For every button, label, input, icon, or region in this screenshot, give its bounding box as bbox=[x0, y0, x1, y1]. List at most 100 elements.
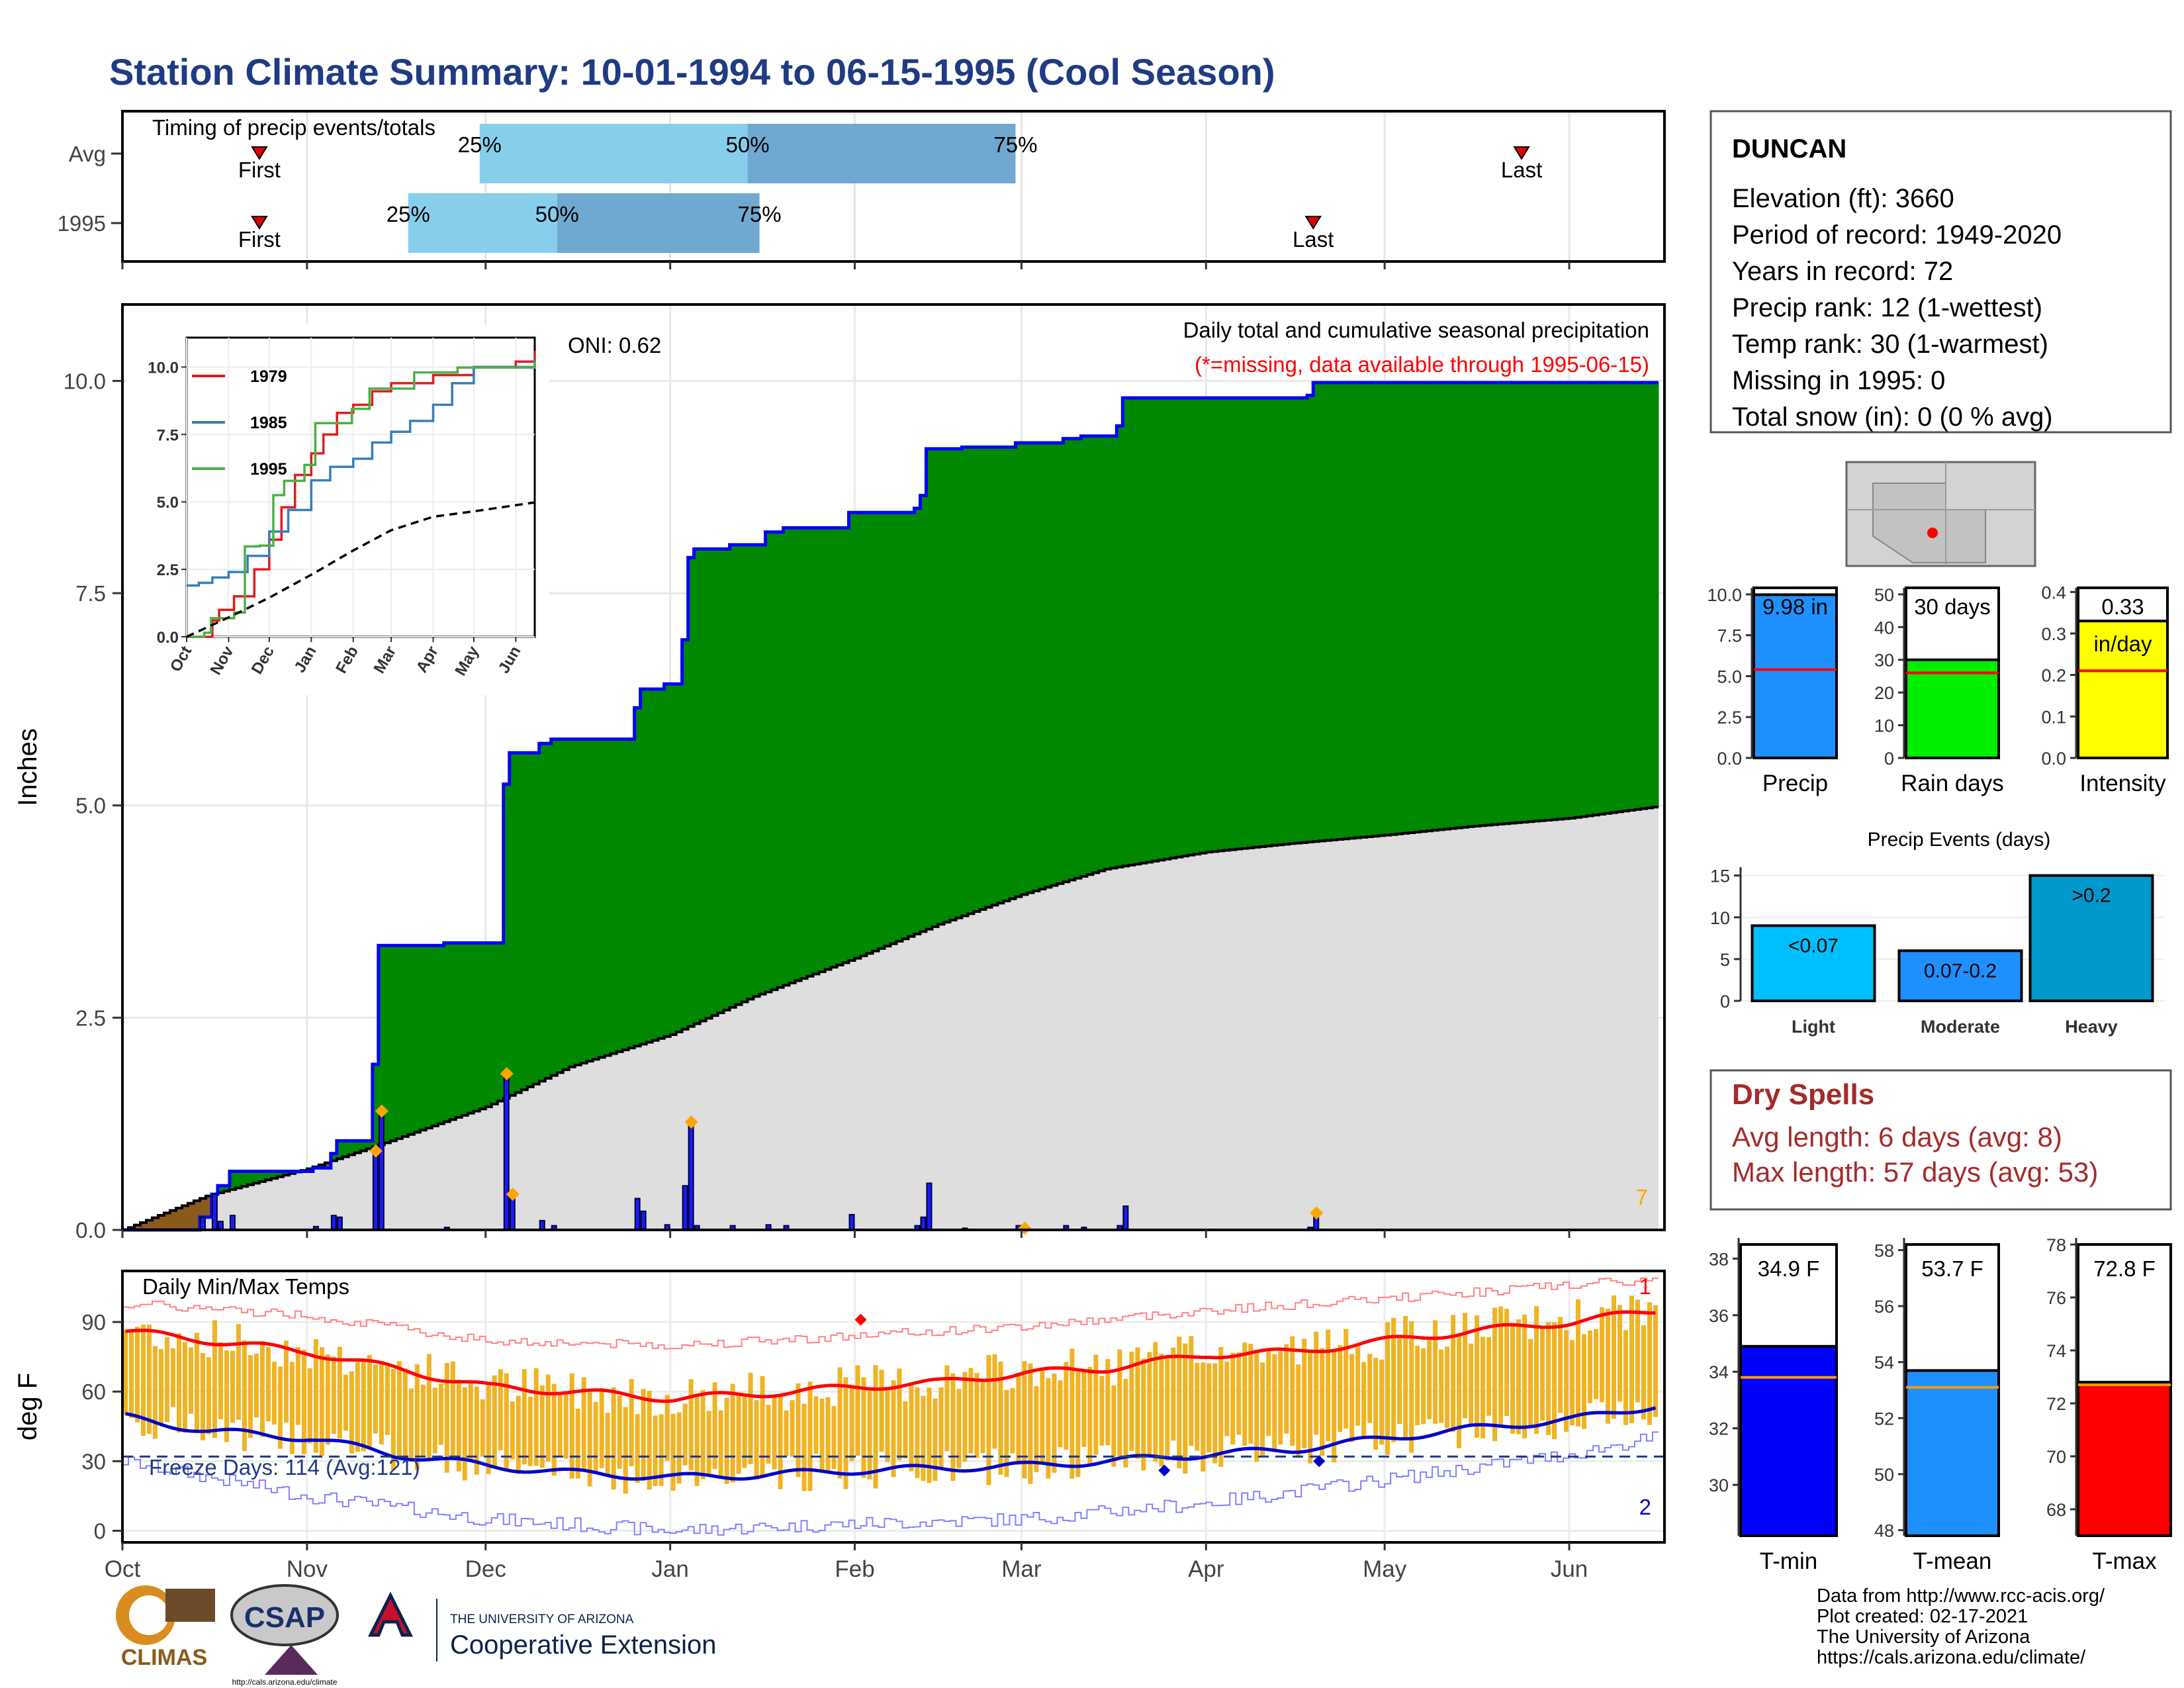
daily-temp-bar bbox=[1326, 1329, 1331, 1442]
summary-ytick-label: 0 bbox=[1884, 749, 1894, 769]
corner-count: 7 bbox=[1636, 1185, 1648, 1209]
daily-temp-bar bbox=[1129, 1351, 1134, 1451]
temp-summary-value: 53.7 F bbox=[1921, 1256, 1983, 1281]
daily-temp-bar bbox=[1338, 1345, 1343, 1432]
daily-temp-bar bbox=[1075, 1371, 1081, 1477]
daily-temp-bar bbox=[462, 1387, 467, 1481]
daily-temp-bar bbox=[152, 1346, 158, 1439]
daily-temp-bar bbox=[390, 1368, 396, 1470]
daily-temp-bar bbox=[1236, 1352, 1242, 1435]
daily-temp-bar bbox=[1528, 1338, 1533, 1428]
daily-temp-bar bbox=[1254, 1350, 1259, 1462]
daily-temp-bar bbox=[1379, 1359, 1385, 1445]
dry-max-line: Max length: 57 days (avg: 53) bbox=[1732, 1156, 2098, 1188]
daily-temp-bar bbox=[539, 1385, 545, 1468]
summary-ytick-label: 2.5 bbox=[1717, 708, 1742, 727]
daily-temp-bar bbox=[796, 1383, 801, 1477]
daily-temp-bar bbox=[1588, 1330, 1593, 1403]
timing-p25-label: 25% bbox=[458, 132, 502, 157]
daily-temp-bar bbox=[474, 1386, 479, 1475]
events-ytick-label: 10 bbox=[1710, 908, 1730, 928]
events-bar-heavy bbox=[2028, 874, 2154, 1002]
daily-temp-bar bbox=[1457, 1334, 1462, 1448]
daily-temp-bar bbox=[813, 1396, 819, 1454]
daily-temp-bar bbox=[962, 1372, 968, 1462]
daily-temp-bar bbox=[986, 1354, 991, 1485]
daily-temp-bar bbox=[933, 1398, 938, 1481]
daily-temp-bar bbox=[1314, 1331, 1319, 1435]
daily-temp-bar bbox=[1641, 1325, 1647, 1420]
temp-summary-ytick-label: 52 bbox=[1874, 1409, 1894, 1429]
inset-legend-label: 1979 bbox=[250, 367, 287, 386]
temp-summary-label: T-mean bbox=[1913, 1548, 1992, 1574]
daily-temp-bar bbox=[897, 1368, 902, 1460]
events-bar-label: <0.07 bbox=[1788, 935, 1839, 957]
daily-temp-bar bbox=[861, 1377, 866, 1478]
daily-temp-bar bbox=[295, 1347, 300, 1425]
daily-temp-bar bbox=[1093, 1354, 1099, 1455]
daily-temp-bar bbox=[1159, 1354, 1164, 1467]
record-max-line bbox=[122, 1277, 1659, 1350]
daily-temp-bar bbox=[909, 1383, 914, 1472]
daily-temp-bar bbox=[885, 1389, 890, 1462]
credit-line: Plot created: 02-17-2021 bbox=[1817, 1606, 2028, 1627]
timing-marker bbox=[1304, 216, 1322, 230]
daily-temp-bar bbox=[1534, 1306, 1539, 1434]
temp-summary-ytick-label: 34 bbox=[1709, 1362, 1729, 1382]
timing-marker bbox=[251, 146, 268, 160]
timing-p75-label: 75% bbox=[993, 132, 1037, 157]
daily-temp-bar bbox=[271, 1361, 277, 1425]
daily-temp-bar bbox=[676, 1412, 682, 1484]
summary-value-label: 9.98 in bbox=[1762, 594, 1828, 619]
daily-temp-bar bbox=[1373, 1358, 1379, 1450]
temp-extreme-marker bbox=[854, 1313, 867, 1326]
normal-min-line bbox=[125, 1406, 1657, 1481]
daily-precip-bar bbox=[688, 1123, 694, 1231]
daily-temp-bar bbox=[265, 1347, 271, 1422]
daily-temp-bar bbox=[200, 1352, 205, 1440]
record-marker bbox=[684, 1115, 698, 1129]
daily-temp-bar bbox=[801, 1403, 807, 1491]
cumulative-line bbox=[122, 381, 1659, 1232]
daily-temp-bar bbox=[837, 1367, 842, 1479]
temp-summary-ytick-label: 76 bbox=[2046, 1288, 2066, 1308]
daily-temp-bar bbox=[1594, 1329, 1599, 1399]
missing-note: (*=missing, data available through 1995-… bbox=[1195, 352, 1649, 377]
temp-summary-bar-t-min bbox=[1739, 1344, 1838, 1537]
summary-ytick-label: 5.0 bbox=[1717, 667, 1742, 686]
daily-temp-bar bbox=[408, 1388, 414, 1462]
station-line: Years in record: 72 bbox=[1732, 257, 1953, 286]
daily-temp-bar bbox=[1052, 1373, 1057, 1473]
temp-ytick-label: 0 bbox=[94, 1519, 106, 1543]
daily-temp-bar bbox=[1582, 1334, 1587, 1429]
daily-temp-bar bbox=[545, 1374, 551, 1462]
timing-row-label: Avg bbox=[69, 142, 106, 166]
daily-temp-bar bbox=[242, 1340, 247, 1452]
temp-extreme-marker bbox=[1158, 1464, 1171, 1477]
timing-first_label: First bbox=[238, 158, 281, 182]
daily-temp-bar bbox=[605, 1413, 610, 1476]
daily-temp-bar bbox=[855, 1365, 860, 1456]
daily-temp-bar bbox=[1576, 1299, 1581, 1427]
daily-temp-bar bbox=[1647, 1302, 1653, 1425]
daily-temp-bar bbox=[1117, 1349, 1122, 1458]
temp-summary-label: T-min bbox=[1760, 1548, 1818, 1574]
daily-precip-bar bbox=[378, 1110, 385, 1231]
daily-temp-bar bbox=[569, 1373, 574, 1479]
daily-temp-bar bbox=[259, 1340, 265, 1437]
daily-temp-bar bbox=[1606, 1308, 1611, 1424]
daily-temp-bar bbox=[1570, 1340, 1575, 1426]
daily-temp-bar bbox=[843, 1377, 848, 1489]
daily-precip-bar bbox=[640, 1210, 647, 1231]
daily-temp-bar bbox=[807, 1382, 813, 1491]
temperature-panel: 0 30 60 90 Oct Nov Dec Jan Feb Mar Apr May Jun deg F D… bbox=[13, 1270, 1666, 1582]
daily-temp-bar bbox=[510, 1401, 515, 1460]
climas-logo-block bbox=[165, 1589, 215, 1622]
daily-temp-bar bbox=[1617, 1305, 1623, 1402]
daily-temp-bar bbox=[206, 1357, 211, 1434]
station-line: Period of record: 1949-2020 bbox=[1732, 220, 2062, 250]
daily-temp-bar bbox=[277, 1366, 283, 1449]
daily-temp-bar bbox=[1069, 1348, 1075, 1479]
daily-temp-bar bbox=[831, 1406, 837, 1470]
daily-temp-bar bbox=[742, 1395, 747, 1468]
